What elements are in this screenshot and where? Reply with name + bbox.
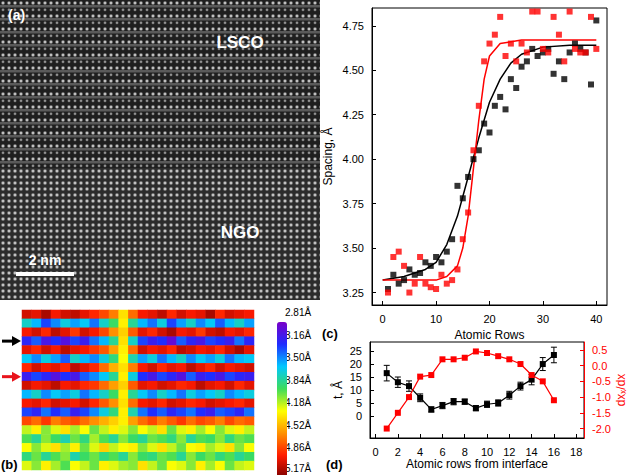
svg-text:-1.5: -1.5 [592, 407, 611, 419]
svg-text:LSCO: LSCO [216, 33, 263, 52]
svg-text:0.5: 0.5 [592, 344, 607, 356]
svg-text:6: 6 [439, 446, 445, 458]
svg-text:30: 30 [537, 313, 549, 325]
svg-text:4.00: 4.00 [343, 153, 364, 165]
svg-text:0.0: 0.0 [592, 360, 607, 372]
svg-text:18: 18 [570, 446, 582, 458]
svg-text:4.52Å: 4.52Å [285, 419, 311, 431]
svg-text:14: 14 [525, 446, 537, 458]
svg-text:5: 5 [356, 397, 362, 409]
svg-text:3.50: 3.50 [343, 242, 364, 254]
svg-text:0: 0 [373, 446, 379, 458]
svg-text:4.75: 4.75 [343, 20, 364, 32]
svg-text:4: 4 [417, 446, 423, 458]
svg-text:4.50: 4.50 [343, 64, 364, 76]
svg-text:(c): (c) [322, 326, 338, 341]
svg-text:12: 12 [503, 446, 515, 458]
svg-text:(b): (b) [1, 457, 18, 472]
svg-text:dxₓ/dx: dxₓ/dx [614, 374, 628, 407]
svg-text:3.16Å: 3.16Å [285, 329, 311, 341]
svg-text:3.84Å: 3.84Å [285, 374, 311, 386]
svg-text:8: 8 [462, 446, 468, 458]
svg-text:4.18Å: 4.18Å [285, 396, 311, 408]
svg-text:3.75: 3.75 [343, 198, 364, 210]
svg-text:40: 40 [590, 313, 602, 325]
svg-text:0: 0 [356, 410, 362, 422]
svg-text:2: 2 [395, 446, 401, 458]
svg-text:Atomic rows from interface: Atomic rows from interface [406, 457, 548, 471]
svg-text:10: 10 [350, 384, 362, 396]
svg-text:Atomic Rows: Atomic Rows [454, 328, 524, 342]
svg-text:3.50Å: 3.50Å [285, 351, 311, 363]
svg-text:20: 20 [483, 313, 495, 325]
svg-text:20: 20 [350, 358, 362, 370]
svg-text:0: 0 [380, 313, 386, 325]
svg-text:2.81Å: 2.81Å [285, 306, 311, 318]
svg-text:10: 10 [430, 313, 442, 325]
svg-text:15: 15 [350, 371, 362, 383]
svg-text:t, Å: t, Å [330, 381, 345, 399]
svg-text:10: 10 [481, 446, 493, 458]
svg-text:4.86Å: 4.86Å [285, 441, 311, 453]
svg-text:5.17Å: 5.17Å [285, 462, 311, 474]
svg-text:2 nm: 2 nm [29, 252, 62, 268]
svg-text:-2.0: -2.0 [592, 423, 611, 435]
svg-text:3.25: 3.25 [343, 287, 364, 299]
svg-text:Spacing, Å: Spacing, Å [320, 127, 335, 185]
svg-text:(d): (d) [326, 457, 343, 472]
svg-text:4.25: 4.25 [343, 109, 364, 121]
svg-text:(a): (a) [8, 7, 25, 23]
svg-text:25: 25 [350, 345, 362, 357]
svg-text:-0.5: -0.5 [592, 375, 611, 387]
svg-text:NGO: NGO [221, 223, 260, 242]
svg-text:16: 16 [548, 446, 560, 458]
svg-text:-1.0: -1.0 [592, 391, 611, 403]
